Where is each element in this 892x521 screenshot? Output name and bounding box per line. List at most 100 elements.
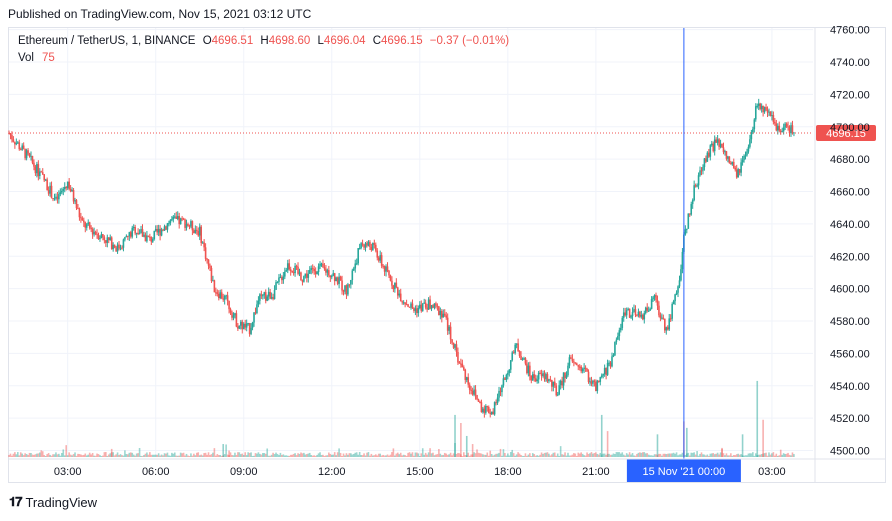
candle-body — [561, 380, 563, 386]
volume-bar — [653, 454, 656, 457]
volume-bar — [347, 454, 349, 457]
candle-body — [264, 292, 267, 301]
volume-bar — [464, 455, 467, 457]
volume-bar — [300, 452, 302, 457]
candle-body — [577, 365, 580, 367]
volume-bar — [329, 453, 332, 457]
candle-body — [690, 204, 693, 215]
volume-bar — [267, 455, 270, 457]
candle-body — [27, 150, 29, 154]
chart-frame[interactable] — [8, 27, 886, 483]
candle-body — [342, 290, 345, 292]
candle-body — [578, 366, 581, 368]
volume-bar — [367, 452, 370, 457]
candle-body — [339, 276, 342, 281]
volume-bar — [460, 454, 462, 457]
candle-body — [439, 311, 442, 316]
volume-bar — [248, 452, 251, 457]
volume-bar — [160, 454, 163, 457]
volume-bar — [716, 452, 719, 457]
volume-bar — [443, 452, 446, 457]
candle-body — [587, 371, 590, 382]
volume-bar — [175, 455, 178, 457]
tradingview-logo-icon: 𝟏𝟕 — [9, 495, 23, 510]
candle-body — [490, 411, 493, 415]
volume-bar — [790, 455, 792, 457]
price-tick-label: 4560.00 — [830, 348, 870, 360]
candle-body — [190, 221, 192, 227]
volume-bar — [234, 452, 236, 457]
volume-bar — [27, 454, 29, 457]
symbol-title[interactable]: Ethereum / TetherUS, 1, BINANCE — [18, 35, 196, 47]
candle-body — [172, 216, 175, 220]
volume-bar — [8, 455, 10, 457]
volume-bar — [294, 453, 296, 457]
candle-body — [721, 143, 723, 148]
volume-bar — [592, 453, 594, 457]
candle-body — [769, 111, 772, 116]
candle-body — [352, 268, 355, 271]
candle-body — [282, 276, 285, 281]
candle-body — [743, 155, 745, 161]
candle-body — [678, 280, 681, 287]
candle-body — [228, 300, 230, 310]
volume-bar — [690, 452, 693, 457]
candle-body — [121, 247, 123, 249]
volume-bar — [496, 453, 499, 457]
volume-bar — [405, 455, 408, 457]
volume-bar — [643, 452, 646, 457]
candle-body — [485, 406, 487, 413]
candle-body — [735, 169, 738, 178]
candle-body — [628, 308, 631, 318]
volume-bar — [523, 455, 525, 457]
volume-bar — [762, 453, 764, 457]
candle-body — [785, 123, 788, 127]
volume-bar — [583, 455, 585, 457]
candle-body — [426, 307, 428, 310]
volume-bar — [633, 455, 635, 457]
footer-brand[interactable]: 𝟏𝟕 TradingView — [9, 495, 97, 510]
candle-body — [599, 377, 602, 382]
candle-body — [568, 357, 571, 366]
volume-bar — [697, 455, 700, 457]
volume-bar — [460, 423, 462, 457]
candle-body — [69, 189, 72, 192]
volume-bar — [570, 455, 572, 457]
candle-body — [216, 292, 219, 294]
candle-body — [347, 284, 349, 295]
time-tick-label: 18:00 — [494, 466, 522, 478]
volume-bar — [354, 452, 357, 457]
candle-body — [298, 272, 301, 274]
candle-body — [231, 312, 233, 318]
candle-body — [401, 301, 403, 303]
candle-body — [156, 229, 158, 233]
candle-body — [652, 297, 654, 300]
candle-body — [63, 187, 66, 190]
volume-bar — [590, 452, 593, 457]
candle-body — [31, 155, 34, 163]
candle-body — [573, 361, 575, 363]
candle-body — [782, 127, 785, 132]
time-axis: 03:00 06:00 09:00 12:00 15:00 18:00 21:00 03:00 — [9, 458, 886, 478]
volume-bar — [100, 455, 103, 457]
volume-bar — [621, 452, 624, 457]
volume-bar — [238, 452, 241, 457]
candle-body — [659, 315, 662, 319]
volume-bar — [461, 455, 464, 457]
candle-body — [443, 313, 446, 316]
candle-body — [776, 125, 779, 131]
volume-bar — [709, 453, 712, 457]
volume-bar — [310, 455, 313, 457]
candle-body — [595, 381, 597, 391]
volume-bar — [597, 454, 600, 457]
candle-body — [22, 145, 25, 149]
volume-bar — [665, 454, 668, 457]
candle-body — [671, 304, 673, 319]
volume-bar — [33, 454, 35, 457]
volume-bar — [165, 453, 167, 457]
volume-bar — [473, 452, 475, 457]
volume-bar — [664, 453, 666, 457]
candle-body — [423, 302, 426, 304]
volume-bar — [12, 453, 15, 457]
